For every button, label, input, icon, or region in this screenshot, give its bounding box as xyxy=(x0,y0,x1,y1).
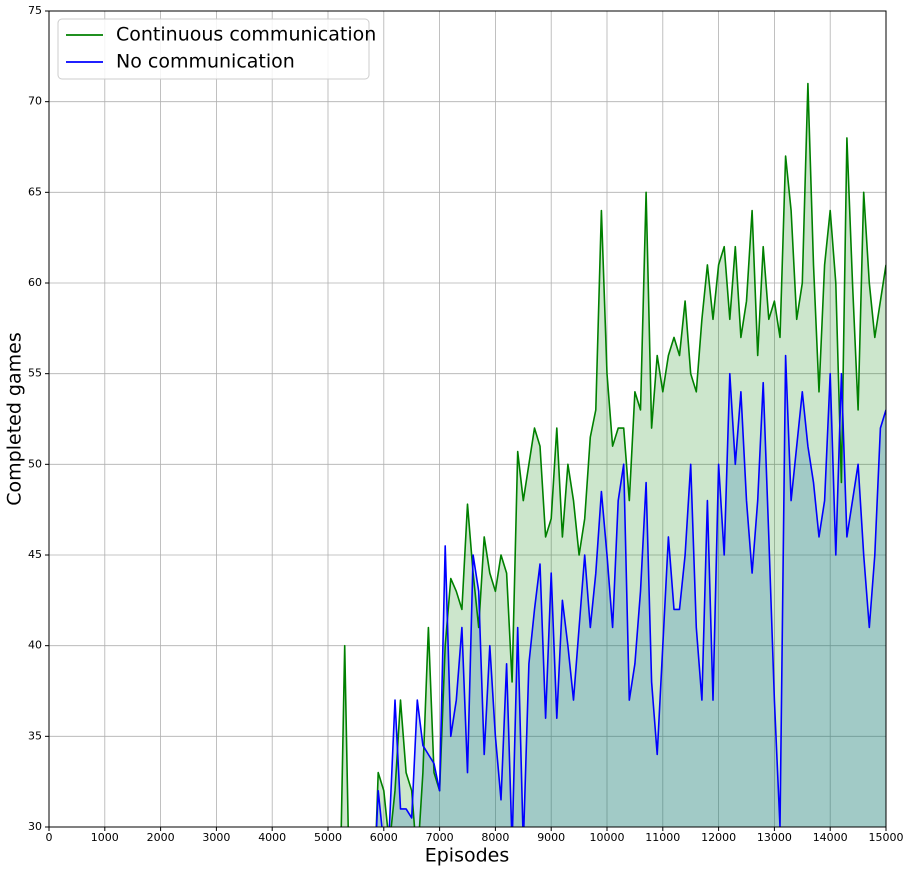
x-tick-label: 7000 xyxy=(426,831,454,844)
x-tick-label: 4000 xyxy=(258,831,286,844)
y-tick-label: 45 xyxy=(28,548,42,561)
x-tick-label: 8000 xyxy=(481,831,509,844)
y-tick-label: 55 xyxy=(28,367,42,380)
x-tick-label: 0 xyxy=(46,831,53,844)
x-tick-label: 11000 xyxy=(645,831,680,844)
y-tick-label: 50 xyxy=(28,457,42,470)
y-tick-label: 60 xyxy=(28,276,42,289)
x-tick-label: 10000 xyxy=(590,831,625,844)
x-tick-label: 13000 xyxy=(757,831,792,844)
y-tick-label: 35 xyxy=(28,729,42,742)
x-tick-label: 3000 xyxy=(202,831,230,844)
y-tick-label: 30 xyxy=(28,820,42,833)
x-tick-label: 1000 xyxy=(91,831,119,844)
x-tick-label: 6000 xyxy=(370,831,398,844)
legend-label: Continuous communication xyxy=(116,24,376,46)
y-axis-label: Completed games xyxy=(4,332,26,505)
x-tick-label: 12000 xyxy=(701,831,736,844)
x-tick-label: 14000 xyxy=(813,831,848,844)
x-tick-label: 15000 xyxy=(869,831,904,844)
x-tick-label: 2000 xyxy=(147,831,175,844)
series-line xyxy=(340,82,886,827)
area-fill xyxy=(328,83,886,827)
y-tick-label: 40 xyxy=(28,639,42,652)
y-tick-label: 65 xyxy=(28,185,42,198)
legend-box xyxy=(57,18,370,80)
y-tick-label: 75 xyxy=(28,4,42,17)
legend-label: No communication xyxy=(116,51,295,73)
area-fill xyxy=(328,355,886,827)
series-line xyxy=(375,354,886,827)
x-tick-label: 5000 xyxy=(314,831,342,844)
x-axis-label: Episodes xyxy=(425,845,510,867)
x-tick-label: 9000 xyxy=(537,831,565,844)
y-tick-label: 70 xyxy=(28,95,42,108)
plot-frame xyxy=(48,10,887,828)
